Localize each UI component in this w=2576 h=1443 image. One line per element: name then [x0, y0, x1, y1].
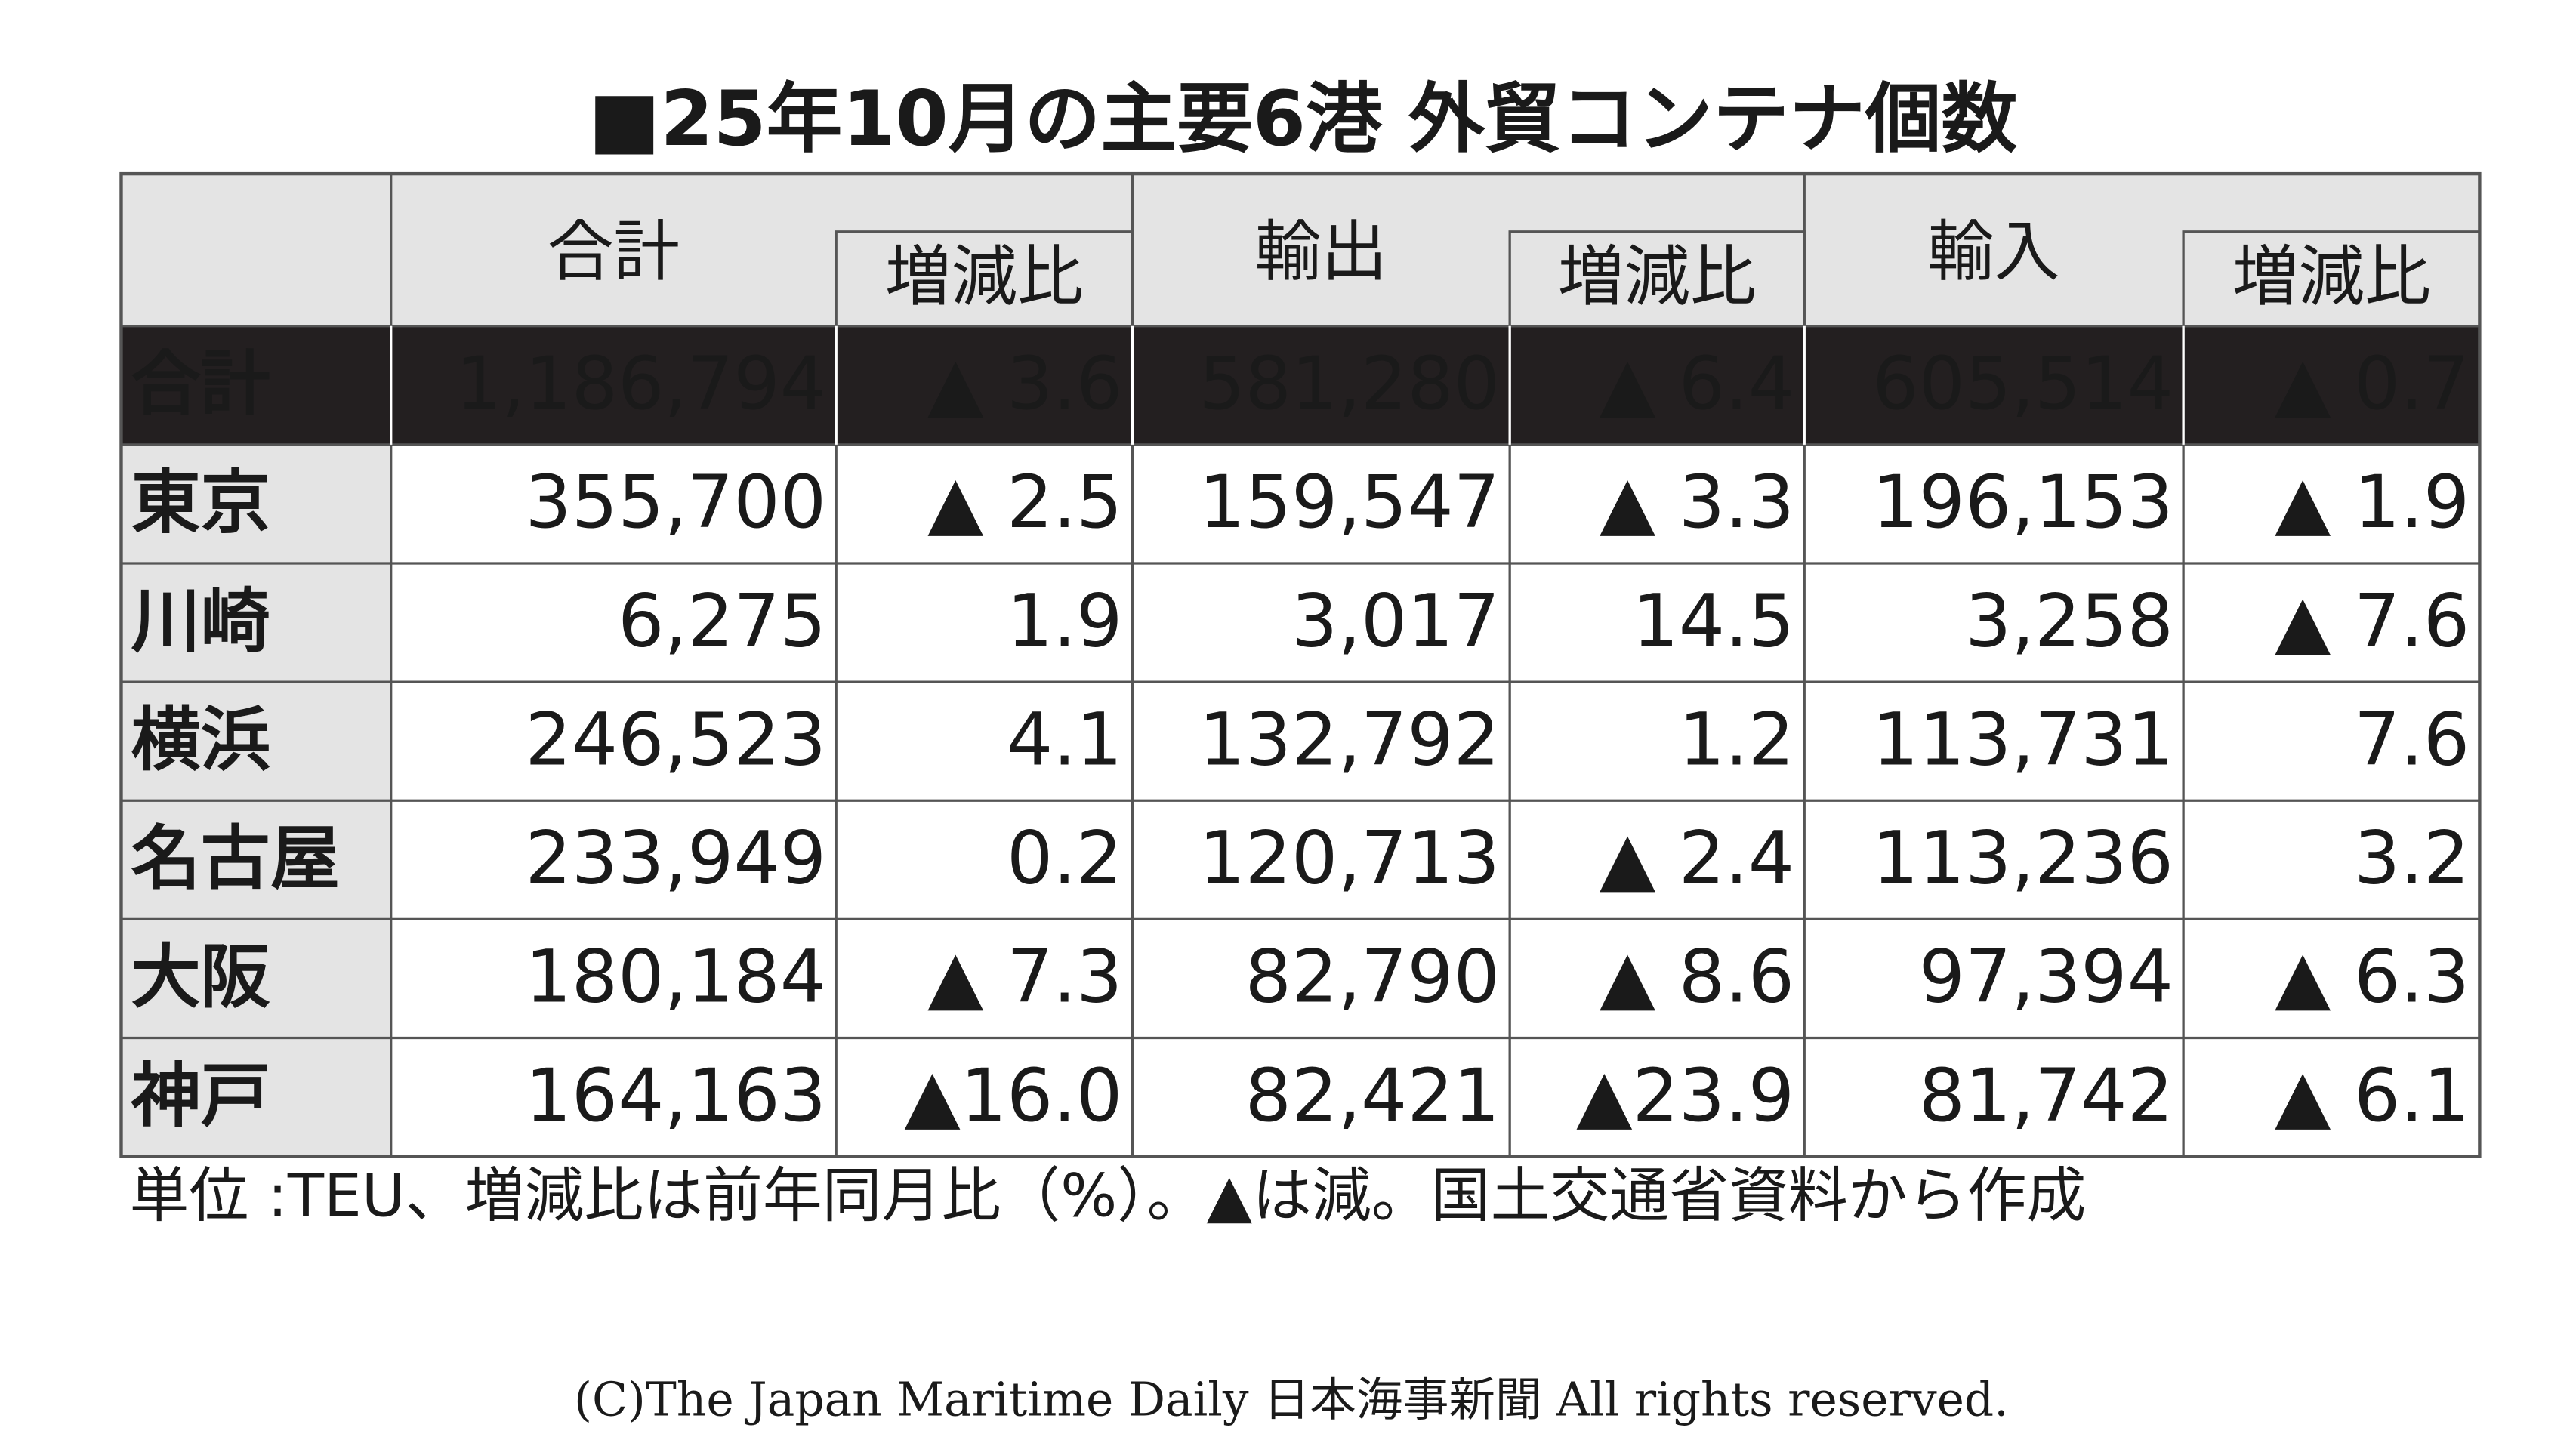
value-cell: 82,421 [1245, 1053, 1500, 1138]
row-label: 川崎 [131, 581, 270, 661]
change-cell: 1.2 [1679, 697, 1794, 782]
change-cell: ▲ 7.3 [927, 935, 1122, 1019]
change-cell: ▲ 6.1 [2275, 1053, 2470, 1138]
value-cell: 355,700 [525, 460, 826, 544]
value-cell: 3,258 [1965, 578, 2173, 663]
change-cell: ▲16.0 [905, 1053, 1123, 1138]
change-cell: ▲ 2.4 [1600, 816, 1794, 901]
group-header: 輸入 [1928, 214, 2060, 291]
group-header: 合計 [548, 214, 680, 291]
change-cell: ▲ 2.5 [927, 460, 1122, 544]
change-cell: 14.5 [1632, 578, 1794, 663]
value-cell: 82,790 [1245, 935, 1500, 1019]
total-row-bg [121, 325, 2480, 445]
change-cell: ▲ 7.6 [2275, 578, 2470, 663]
change-cell: ▲ 6.3 [2275, 935, 2470, 1019]
change-cell: ▲ 8.6 [1600, 935, 1794, 1019]
change-cell: 4.1 [1007, 697, 1122, 782]
value-cell: 233,949 [525, 816, 826, 901]
header-bg [121, 174, 2480, 326]
change-cell: ▲23.9 [1576, 1053, 1794, 1138]
footnote: 単位 :TEU、増減比は前年同月比（%）。▲は減。国土交通省資料から作成 [129, 1161, 2086, 1230]
change-cell: ▲ 0.7 [2275, 341, 2470, 426]
value-cell: 581,280 [1199, 341, 1500, 426]
change-cell: 0.2 [1007, 816, 1122, 901]
label-col-bg [121, 325, 391, 1157]
row-label: 横浜 [131, 699, 270, 780]
value-cell: 196,153 [1872, 460, 2173, 544]
change-cell: 3.2 [2354, 816, 2470, 901]
change-cell: 1.9 [1007, 578, 1122, 663]
title: ■25年10月の主要6港 外貿コンテナ個数 [588, 74, 2017, 163]
value-cell: 132,792 [1199, 697, 1500, 782]
value-cell: 164,163 [525, 1053, 826, 1138]
value-cell: 6,275 [618, 578, 826, 663]
value-cell: 3,017 [1291, 578, 1500, 663]
change-cell: ▲ 3.6 [927, 341, 1122, 426]
change-header: 増減比 [2232, 238, 2431, 315]
row-label: 大阪 [131, 937, 270, 1018]
value-cell: 246,523 [525, 697, 826, 782]
value-cell: 97,394 [1919, 935, 2173, 1019]
row-label: 合計 [131, 344, 270, 424]
value-cell: 120,713 [1199, 816, 1500, 901]
value-cell: 159,547 [1199, 460, 1500, 544]
copyright: (C)The Japan Maritime Daily 日本海事新聞 All r… [574, 1374, 2009, 1427]
value-cell: 1,186,794 [455, 341, 826, 426]
change-cell: ▲ 1.9 [2275, 460, 2470, 544]
change-cell: ▲ 3.3 [1600, 460, 1794, 544]
value-cell: 180,184 [525, 935, 826, 1019]
value-cell: 605,514 [1872, 341, 2173, 426]
group-header: 輸出 [1255, 214, 1387, 291]
row-label: 名古屋 [131, 819, 340, 899]
change-header: 増減比 [885, 238, 1084, 315]
value-cell: 113,236 [1872, 816, 2173, 901]
value-cell: 113,731 [1872, 697, 2173, 782]
row-label: 東京 [131, 462, 270, 543]
value-cell: 81,742 [1919, 1053, 2173, 1138]
row-label: 神戸 [131, 1056, 270, 1136]
change-cell: ▲ 6.4 [1600, 341, 1794, 426]
change-header: 増減比 [1558, 238, 1757, 315]
change-cell: 7.6 [2354, 697, 2470, 782]
